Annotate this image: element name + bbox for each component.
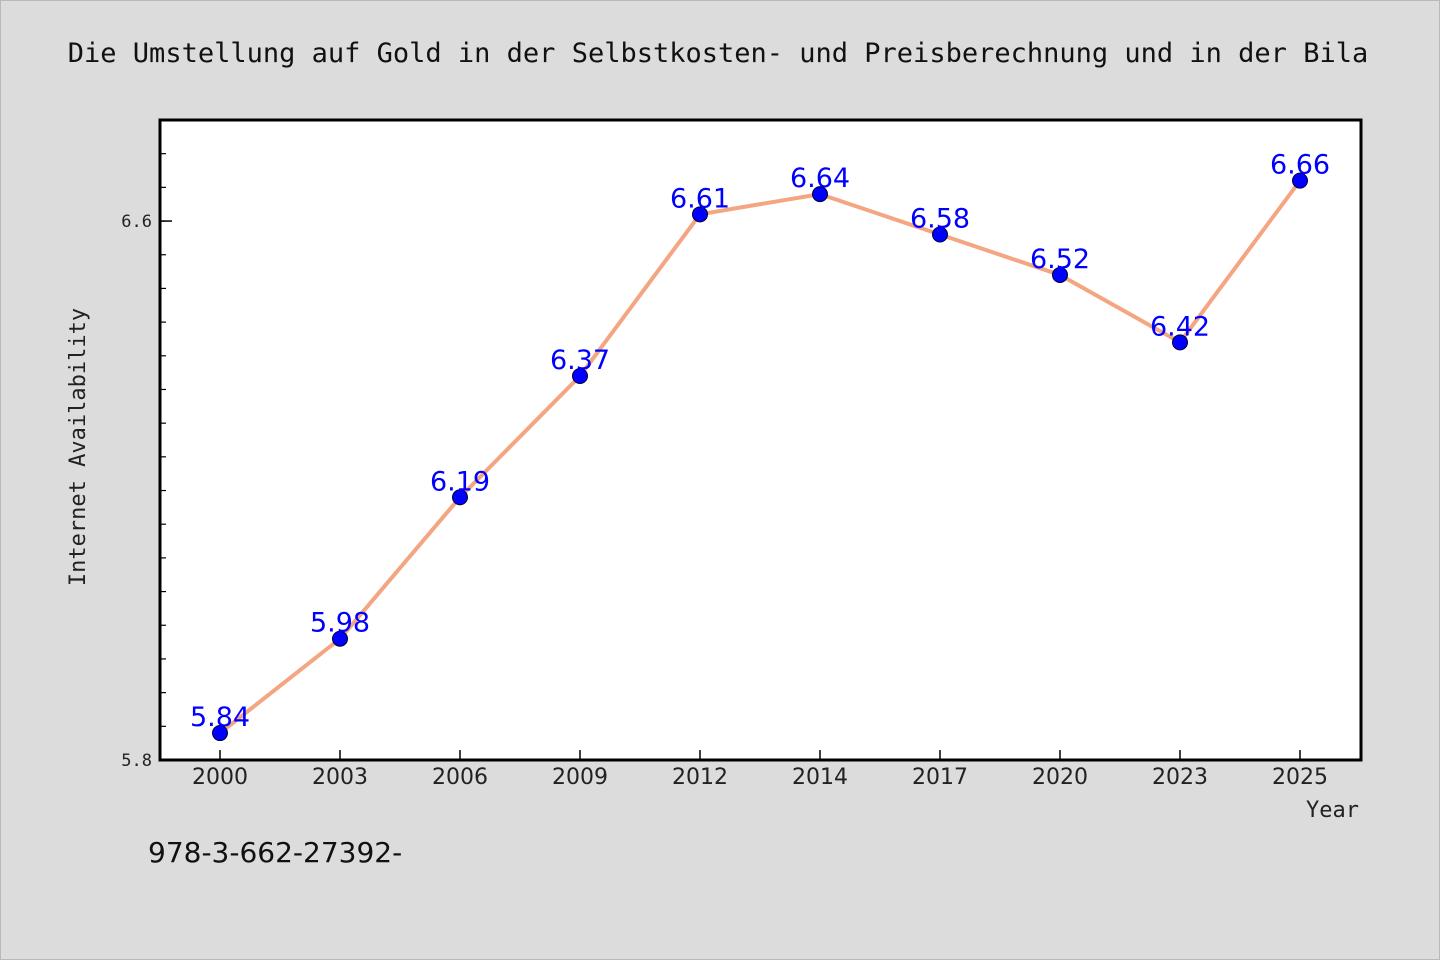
x-tick-label: 2000 xyxy=(192,765,248,790)
data-label: 6.19 xyxy=(430,466,490,497)
y-tick-label: 5.8 xyxy=(121,751,152,771)
series-markers xyxy=(212,172,1308,742)
data-point xyxy=(1172,334,1188,351)
x-tick-label: 2014 xyxy=(792,765,848,790)
data-point xyxy=(1052,266,1068,283)
data-label: 6.52 xyxy=(1030,244,1090,275)
x-tick-label: 2003 xyxy=(312,765,368,790)
data-label: 6.42 xyxy=(1150,311,1210,342)
y-tick-label: 6.6 xyxy=(121,212,152,232)
x-tick-label: 2017 xyxy=(912,765,968,790)
series-line xyxy=(218,179,1302,735)
x-tick-label: 2020 xyxy=(1032,765,1088,790)
x-tick-label: 2012 xyxy=(672,765,728,790)
data-label: 6.66 xyxy=(1270,150,1330,181)
data-label: 6.64 xyxy=(790,163,850,194)
footnote-isbn: 978-3-662-27392- xyxy=(148,836,402,869)
x-tick-label: 2023 xyxy=(1152,765,1208,790)
data-point xyxy=(692,206,708,223)
data-point xyxy=(932,226,948,243)
data-point xyxy=(332,630,348,647)
data-label: 6.37 xyxy=(550,345,610,376)
data-label: 6.58 xyxy=(910,204,970,235)
data-point xyxy=(452,489,468,506)
x-tick-label: 2006 xyxy=(432,765,488,790)
x-tick-label: 2025 xyxy=(1272,765,1328,790)
data-point xyxy=(212,725,228,742)
data-label: 6.61 xyxy=(670,183,730,214)
x-tick-label: 2009 xyxy=(552,765,608,790)
data-point xyxy=(1292,172,1308,189)
data-point xyxy=(812,186,828,203)
x-axis-ticks: 2000 2003 2006 2009 2012 2014 2017 2020 2023 2025 xyxy=(192,750,1328,790)
data-label: 5.84 xyxy=(190,702,250,733)
data-point xyxy=(572,368,588,384)
y-axis-label: Internet Availability xyxy=(66,308,91,586)
data-label: 5.98 xyxy=(310,608,370,639)
plot-area xyxy=(158,118,1363,762)
chart-title: Die Umstellung auf Gold in der Selbstkos… xyxy=(68,38,1368,69)
data-labels: 5.84 5.98 6.19 6.37 6.61 6.64 6.58 6.52 6.42 6.66 xyxy=(190,150,1330,733)
x-axis-label: Year xyxy=(1306,798,1359,823)
y-axis-ticks: 5.8 6.6 xyxy=(121,119,172,771)
